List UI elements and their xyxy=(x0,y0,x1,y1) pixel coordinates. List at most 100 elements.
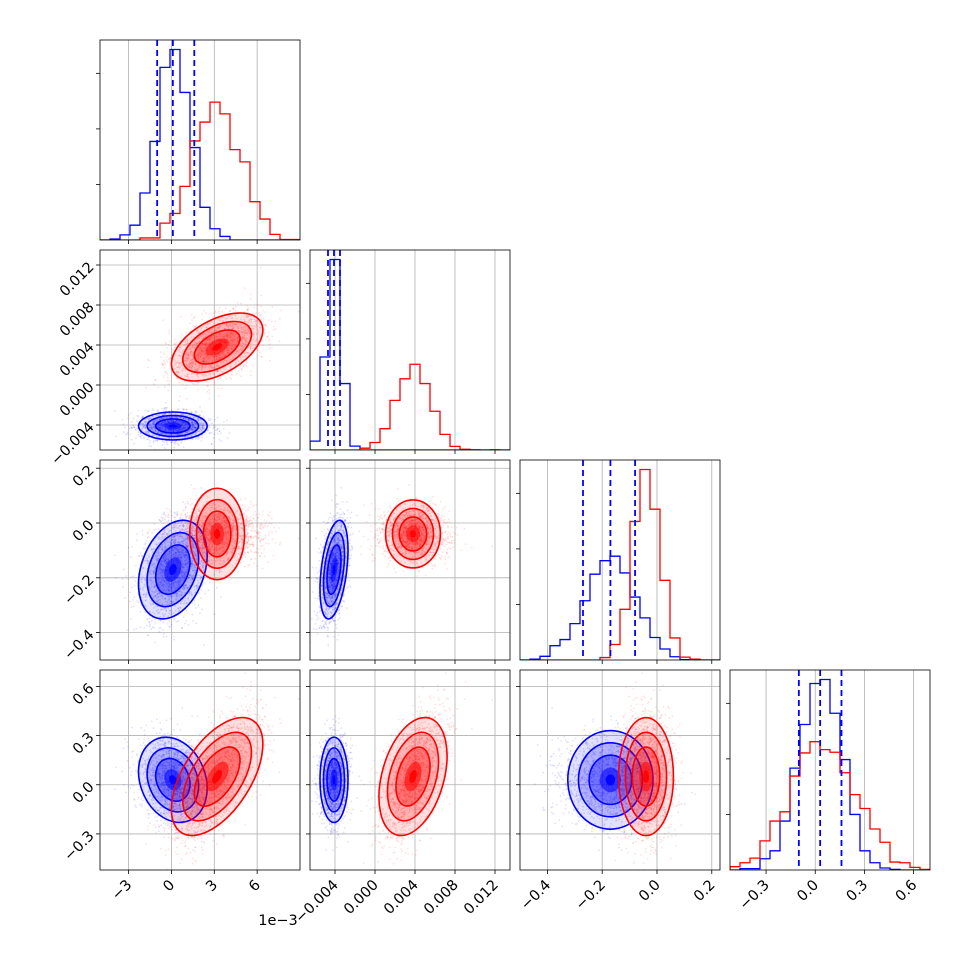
scatter-point xyxy=(226,437,229,439)
scatter-point xyxy=(193,425,196,428)
scatter-point xyxy=(152,548,155,551)
scatter-point xyxy=(182,509,185,512)
scatter-point xyxy=(122,431,125,434)
scatter-point xyxy=(213,355,216,357)
scatter-point xyxy=(191,343,194,346)
scatter-point xyxy=(217,327,219,329)
scatter-point xyxy=(219,375,222,378)
scatter-point xyxy=(246,308,249,311)
scatter-point xyxy=(227,356,230,359)
scatter-point xyxy=(176,421,179,423)
scatter-point xyxy=(179,516,182,519)
scatter-point xyxy=(270,346,273,349)
scatter-point xyxy=(223,328,226,330)
scatter-point xyxy=(243,329,246,331)
scatter-point xyxy=(191,545,194,548)
scatter-point xyxy=(188,348,191,351)
scatter-point xyxy=(230,336,233,339)
scatter-point xyxy=(246,316,249,318)
scatter-point xyxy=(160,536,163,539)
scatter-point xyxy=(241,349,244,352)
scatter-point xyxy=(150,548,153,550)
scatter-point xyxy=(215,333,217,336)
scatter-point xyxy=(165,558,168,561)
scatter-point xyxy=(194,363,197,366)
scatter-point xyxy=(156,600,158,603)
scatter-point xyxy=(258,326,261,329)
scatter-point xyxy=(183,584,185,587)
scatter-point xyxy=(161,424,164,426)
scatter-point xyxy=(249,293,252,296)
scatter-point xyxy=(230,365,232,368)
scatter-point xyxy=(158,584,161,586)
scatter-point xyxy=(202,561,205,564)
scatter-point xyxy=(179,395,182,398)
scatter-point xyxy=(140,596,143,599)
scatter-point xyxy=(192,619,194,622)
scatter-point xyxy=(197,337,200,340)
scatter-point xyxy=(180,422,182,424)
scatter-point xyxy=(229,309,232,312)
scatter-point xyxy=(204,334,207,336)
scatter-point xyxy=(144,611,147,614)
scatter-point xyxy=(234,335,236,338)
scatter-point xyxy=(205,355,207,358)
scatter-point xyxy=(245,341,248,344)
scatter-point xyxy=(198,366,201,369)
scatter-point xyxy=(188,366,191,369)
scatter-point xyxy=(189,429,191,432)
scatter-point xyxy=(218,333,221,335)
scatter-point xyxy=(197,581,200,584)
scatter-point xyxy=(249,332,251,335)
scatter-point xyxy=(206,326,209,329)
scatter-point xyxy=(217,337,220,340)
scatter-point xyxy=(245,330,248,333)
scatter-point xyxy=(174,551,177,554)
scatter-point xyxy=(246,351,248,354)
scatter-point xyxy=(182,587,185,590)
scatter-point xyxy=(159,417,161,420)
scatter-point xyxy=(182,426,185,429)
scatter-point xyxy=(176,408,179,411)
scatter-point xyxy=(200,348,203,351)
scatter-point xyxy=(201,350,204,353)
scatter-point xyxy=(146,430,148,433)
scatter-point xyxy=(148,621,151,623)
scatter-point xyxy=(199,356,201,359)
scatter-point xyxy=(189,359,192,362)
scatter-point xyxy=(161,426,164,429)
scatter-point xyxy=(251,327,253,330)
scatter-point xyxy=(195,587,198,590)
scatter-point xyxy=(158,519,161,521)
scatter-point xyxy=(232,327,235,329)
scatter-point xyxy=(201,343,204,345)
scatter-point xyxy=(197,342,200,344)
scatter-point xyxy=(195,354,197,357)
scatter-point xyxy=(225,349,228,352)
scatter-point xyxy=(164,562,167,565)
scatter-point xyxy=(215,335,217,338)
scatter-point xyxy=(192,577,194,580)
scatter-point xyxy=(191,365,194,368)
scatter-point xyxy=(168,428,171,431)
scatter-point xyxy=(161,597,164,600)
scatter-point xyxy=(196,410,198,413)
scatter-point xyxy=(226,552,228,555)
scatter-point xyxy=(177,429,180,431)
scatter-point xyxy=(203,347,205,350)
scatter-point xyxy=(248,319,250,322)
scatter-point xyxy=(163,420,166,423)
scatter-point xyxy=(208,581,211,584)
scatter-point xyxy=(201,550,204,553)
scatter-point xyxy=(174,354,177,357)
scatter-point xyxy=(202,357,205,360)
scatter-point xyxy=(214,355,217,358)
scatter-point xyxy=(157,589,159,592)
scatter-point xyxy=(180,361,182,363)
scatter-point xyxy=(183,423,186,426)
scatter-point xyxy=(149,426,152,429)
scatter-point xyxy=(229,337,232,340)
scatter-point xyxy=(182,585,185,588)
scatter-point xyxy=(204,423,207,426)
scatter-point xyxy=(192,344,194,347)
